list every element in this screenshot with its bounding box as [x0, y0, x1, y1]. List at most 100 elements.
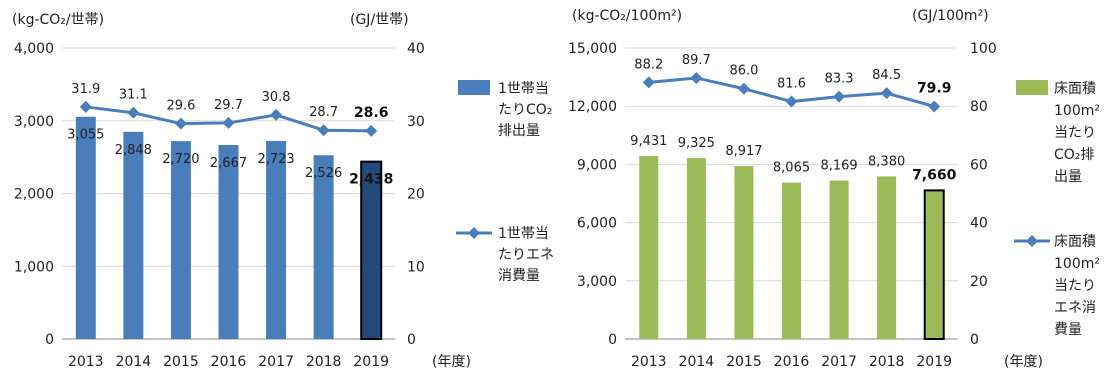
line-data-label: 30.8 — [262, 90, 291, 105]
line-point — [928, 100, 941, 113]
bar-data-label: 2,848 — [115, 143, 152, 158]
bar — [123, 131, 144, 339]
x-tick-label: 2015 — [726, 354, 762, 370]
y2-tick-label: 0 — [970, 332, 979, 348]
bar — [218, 144, 239, 339]
left-axis-unit: (kg-CO₂/世帯) — [12, 12, 104, 28]
legend-bar-label: 出量 — [1054, 169, 1082, 185]
line-data-label: 81.6 — [777, 77, 806, 92]
legend-bar-label: 1世帯当 — [498, 81, 549, 97]
legend-line-marker — [1026, 235, 1038, 247]
line-data-label: 83.3 — [825, 72, 854, 87]
line-data-label: 28.7 — [309, 105, 338, 120]
line-point — [365, 124, 378, 137]
bar — [923, 189, 945, 340]
x-tick-label: 2019 — [916, 354, 952, 370]
line-point — [737, 82, 750, 95]
legend-bar-swatch — [458, 80, 490, 95]
line-point — [222, 116, 235, 129]
right-axis-unit: (GJ/世帯) — [350, 12, 409, 28]
line-point — [833, 90, 846, 103]
line-point — [642, 76, 655, 89]
y2-tick-label: 10 — [407, 259, 425, 275]
bar — [686, 158, 706, 339]
legend-line-marker — [468, 227, 480, 239]
line-point — [785, 95, 798, 108]
line-data-label: 29.6 — [166, 99, 195, 114]
legend-line-label: 消費量 — [498, 268, 540, 284]
bar — [877, 176, 897, 339]
line-point — [79, 100, 92, 113]
legend-line-label: 当たり — [1054, 278, 1096, 294]
y2-tick-label: 100 — [970, 41, 997, 57]
bar — [75, 116, 96, 339]
x-tick-label: 2016 — [211, 354, 247, 370]
legend-bar-label: 排出量 — [498, 123, 540, 139]
line-data-label: 31.9 — [71, 82, 100, 97]
x-axis-unit: (年度) — [1004, 354, 1043, 370]
bar-data-label: 2,723 — [257, 152, 294, 167]
x-tick-label: 2019 — [353, 354, 389, 370]
line-point — [270, 108, 283, 121]
x-tick-label: 2017 — [258, 354, 294, 370]
legend-bar-label: 100m² — [1054, 103, 1100, 119]
y2-tick-label: 40 — [407, 41, 425, 57]
bar-data-label: 9,431 — [630, 134, 667, 149]
x-axis-unit: (年度) — [432, 354, 471, 370]
line-data-label: 86.0 — [729, 64, 758, 79]
bar — [829, 180, 849, 339]
x-tick-label: 2016 — [774, 354, 810, 370]
y-tick-label: 15,000 — [568, 41, 617, 57]
bar-data-label: 9,325 — [678, 136, 715, 151]
x-tick-label: 2018 — [306, 354, 342, 370]
line-data-label: 29.7 — [214, 98, 243, 113]
bar-data-label: 2,438 — [349, 172, 393, 188]
legend-bar-label: 床面積 — [1054, 81, 1096, 97]
x-tick-label: 2014 — [679, 354, 715, 370]
bar-data-label: 2,667 — [210, 156, 247, 171]
bar — [313, 155, 334, 339]
legend-line-label: たりエネ — [498, 247, 554, 263]
y2-tick-label: 20 — [407, 187, 425, 203]
y2-tick-label: 0 — [407, 332, 416, 348]
legend-line-label: 床面積 — [1054, 234, 1096, 250]
line-point — [174, 117, 187, 130]
y2-tick-label: 60 — [970, 157, 988, 173]
bar-data-label: 2,526 — [305, 166, 342, 181]
x-tick-label: 2017 — [821, 354, 857, 370]
line-data-label: 31.1 — [119, 88, 148, 103]
bar-data-label: 7,660 — [912, 167, 957, 183]
line-data-label: 88.2 — [634, 57, 663, 72]
bar-data-label: 8,917 — [725, 144, 762, 159]
legend-bar-label: CO₂排 — [1054, 147, 1094, 163]
y2-tick-label: 40 — [970, 216, 988, 232]
bar — [639, 156, 659, 339]
left-axis-unit: (kg-CO₂/100m²) — [572, 8, 682, 24]
line-data-label: 84.5 — [872, 68, 901, 83]
y-tick-label: 0 — [45, 332, 54, 348]
legend-bar-swatch — [1016, 80, 1048, 95]
line-data-label: 89.7 — [682, 53, 711, 68]
legend-line-label: 100m² — [1054, 256, 1100, 272]
right-axis-unit: (GJ/100m²) — [912, 8, 989, 24]
legend-line-label: 費量 — [1054, 322, 1082, 338]
bar-data-label: 8,380 — [868, 154, 905, 169]
y-tick-label: 2,000 — [14, 187, 54, 203]
bar-data-label: 8,065 — [773, 161, 810, 176]
y-tick-label: 12,000 — [568, 99, 617, 115]
y-tick-label: 1,000 — [14, 259, 54, 275]
line-point — [127, 106, 140, 119]
bar-data-label: 8,169 — [820, 159, 857, 174]
line-point — [690, 71, 703, 84]
line-data-label: 79.9 — [917, 80, 952, 96]
y-tick-label: 4,000 — [14, 41, 54, 57]
legend-bar-label: たりCO₂ — [498, 102, 552, 118]
bar — [734, 166, 754, 339]
legend-line-label: エネ消 — [1054, 300, 1096, 316]
bar — [360, 160, 383, 340]
line-data-label: 28.6 — [354, 105, 389, 121]
bar — [782, 182, 801, 339]
y2-tick-label: 80 — [970, 99, 988, 115]
y2-tick-label: 30 — [407, 114, 425, 130]
